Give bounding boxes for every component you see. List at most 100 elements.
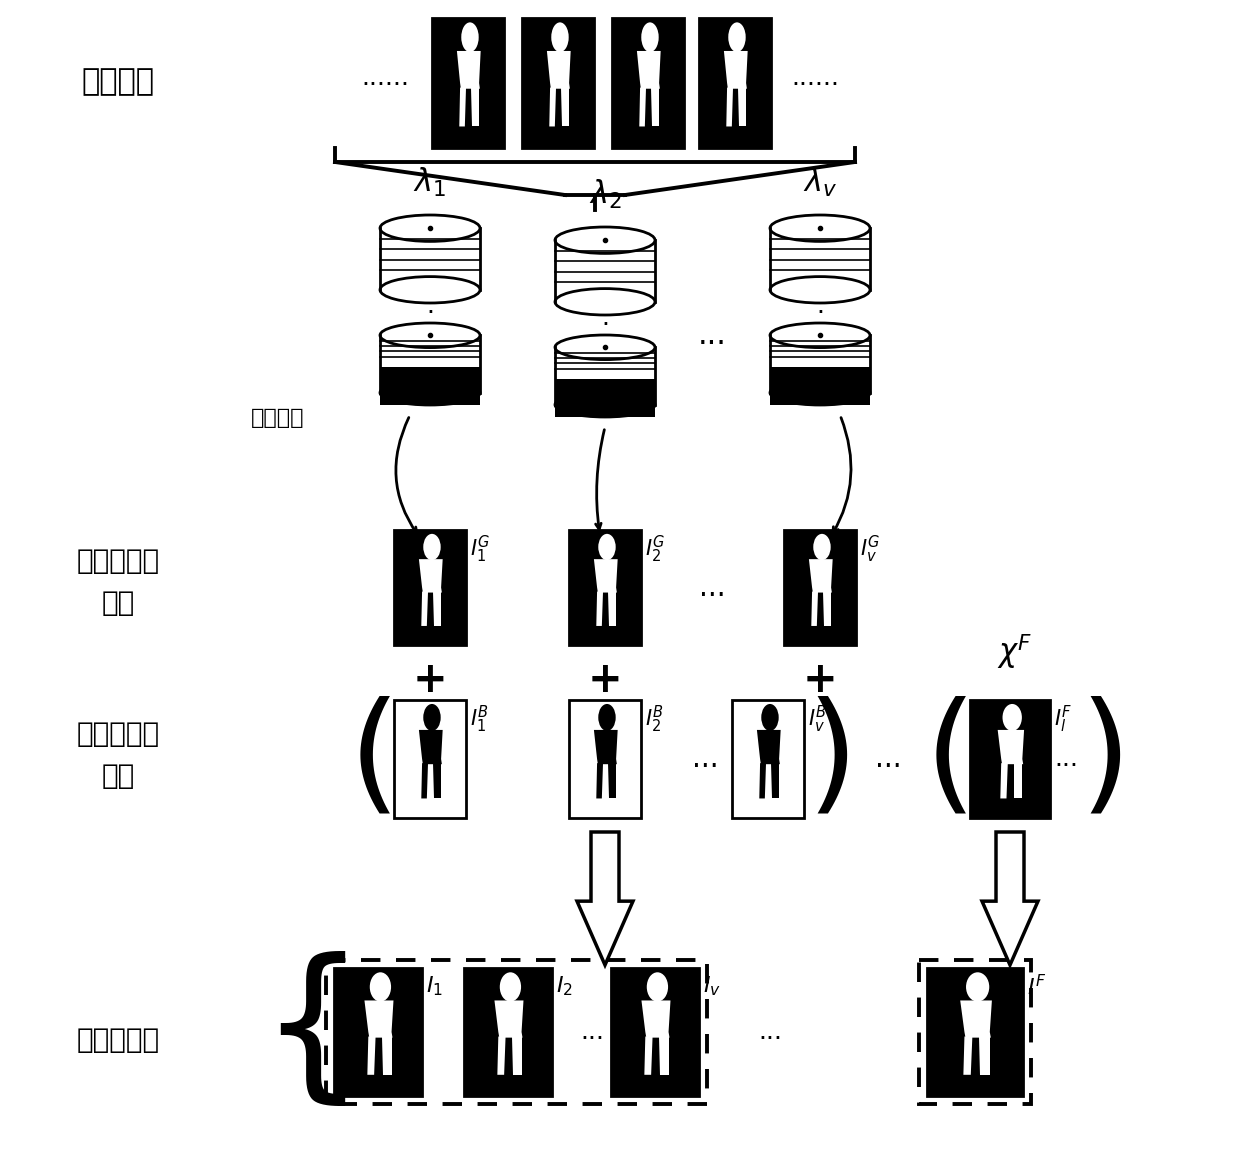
Ellipse shape (598, 703, 616, 731)
Text: 外部群组上
下文: 外部群组上 下文 (77, 721, 160, 789)
Ellipse shape (461, 22, 479, 52)
Text: ...: ... (874, 745, 901, 773)
Text: $\lambda_1$: $\lambda_1$ (413, 165, 446, 199)
Polygon shape (549, 88, 556, 126)
Text: $I^F$: $I^F$ (1027, 974, 1047, 1000)
Ellipse shape (647, 972, 668, 1002)
Polygon shape (419, 559, 443, 592)
Text: 随机抽取: 随机抽取 (252, 408, 305, 428)
Polygon shape (459, 88, 466, 126)
Bar (334, 968, 422, 1096)
Ellipse shape (761, 703, 779, 731)
Polygon shape (808, 559, 833, 592)
Text: +: + (413, 659, 448, 701)
Polygon shape (960, 1001, 992, 1038)
Ellipse shape (556, 288, 655, 315)
Ellipse shape (423, 703, 440, 731)
Polygon shape (727, 88, 733, 126)
Polygon shape (562, 88, 569, 126)
Text: $\lambda_2$: $\lambda_2$ (589, 178, 621, 211)
Bar (379, 228, 480, 289)
Text: ...: ... (758, 1020, 782, 1044)
Text: {: { (259, 951, 365, 1113)
Polygon shape (471, 88, 479, 126)
Text: $\chi^F$: $\chi^F$ (997, 633, 1033, 672)
Bar (928, 968, 1023, 1096)
Bar (556, 241, 655, 302)
Bar (732, 700, 804, 818)
Ellipse shape (552, 22, 569, 52)
Text: $I_v^B$: $I_v^B$ (808, 703, 827, 735)
Polygon shape (594, 559, 618, 592)
Polygon shape (594, 730, 618, 764)
Bar (379, 367, 480, 405)
Polygon shape (771, 764, 779, 798)
Bar (464, 968, 552, 1096)
Polygon shape (608, 591, 616, 626)
Ellipse shape (556, 336, 655, 360)
Text: ...: ... (698, 320, 727, 349)
Polygon shape (382, 1037, 392, 1075)
Bar (432, 19, 503, 148)
Polygon shape (637, 51, 661, 89)
Bar (379, 336, 480, 367)
Polygon shape (596, 591, 603, 626)
Ellipse shape (379, 323, 480, 347)
Polygon shape (963, 1037, 972, 1075)
Bar (919, 960, 1030, 1104)
Text: (: ( (348, 695, 399, 823)
Ellipse shape (500, 972, 521, 1002)
Polygon shape (367, 1037, 376, 1075)
Text: $I_1^G$: $I_1^G$ (470, 535, 490, 566)
Polygon shape (759, 764, 766, 798)
Polygon shape (651, 88, 660, 126)
Bar (326, 960, 707, 1104)
Polygon shape (658, 1037, 668, 1075)
Polygon shape (433, 764, 441, 798)
Polygon shape (547, 51, 570, 89)
Ellipse shape (423, 533, 440, 560)
Text: $I_1$: $I_1$ (427, 974, 443, 997)
Ellipse shape (379, 277, 480, 303)
Polygon shape (596, 764, 603, 798)
Text: $I_l^F$: $I_l^F$ (1054, 703, 1073, 735)
Ellipse shape (813, 533, 831, 560)
Polygon shape (433, 591, 441, 626)
Polygon shape (724, 51, 748, 89)
Bar (613, 19, 684, 148)
Polygon shape (980, 1037, 990, 1075)
Bar (394, 700, 466, 818)
Text: $I_2$: $I_2$ (556, 974, 573, 997)
Text: 上下文掩模: 上下文掩模 (77, 1026, 160, 1054)
Polygon shape (738, 88, 746, 126)
Ellipse shape (379, 381, 480, 405)
Bar (556, 378, 655, 417)
Bar (784, 530, 856, 644)
Bar (394, 530, 466, 644)
Polygon shape (419, 730, 443, 764)
Polygon shape (645, 1037, 652, 1075)
Polygon shape (811, 591, 818, 626)
Text: $I_v^G$: $I_v^G$ (861, 535, 880, 566)
Ellipse shape (370, 972, 391, 1002)
Text: 前景图像: 前景图像 (82, 67, 155, 96)
Ellipse shape (641, 22, 658, 52)
Ellipse shape (728, 22, 745, 52)
Text: ......: ...... (361, 66, 409, 90)
Ellipse shape (1002, 703, 1022, 731)
Polygon shape (456, 51, 481, 89)
Text: $I_2^G$: $I_2^G$ (645, 535, 666, 566)
Text: ...: ... (1054, 747, 1078, 771)
Bar (699, 19, 771, 148)
Ellipse shape (556, 227, 655, 253)
Ellipse shape (379, 215, 480, 242)
Bar (556, 347, 655, 378)
Polygon shape (756, 730, 781, 764)
Polygon shape (608, 764, 616, 798)
Polygon shape (1001, 764, 1008, 798)
Text: $I_2^B$: $I_2^B$ (645, 703, 663, 735)
Bar (569, 530, 641, 644)
Text: ·: · (601, 314, 609, 337)
Text: +: + (588, 659, 622, 701)
Text: ): ) (806, 695, 858, 823)
